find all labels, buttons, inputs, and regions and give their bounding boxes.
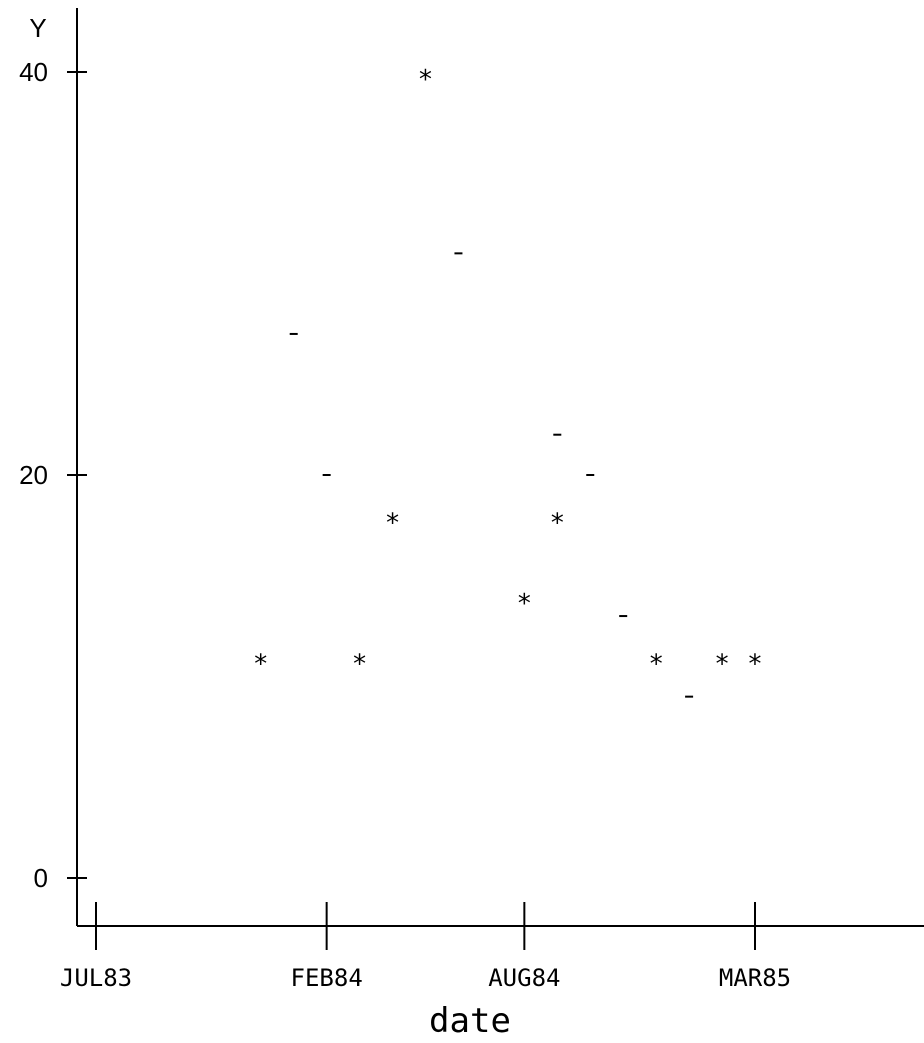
x-tick-label: MAR85 bbox=[719, 964, 791, 992]
data-point-star: * bbox=[517, 589, 533, 619]
y-tick-label: 20 bbox=[19, 460, 48, 490]
x-tick-label: FEB84 bbox=[291, 964, 363, 992]
data-point-star: * bbox=[418, 65, 434, 95]
y-axis-ticks: 0 20 40 bbox=[19, 57, 87, 893]
y-tick-label: 40 bbox=[19, 57, 48, 87]
x-tick-label: AUG84 bbox=[488, 964, 560, 992]
x-axis-ticks: JUL83 FEB84 AUG84 MAR85 bbox=[60, 902, 791, 992]
y-tick-label: 0 bbox=[34, 863, 48, 893]
x-axis-label: date bbox=[429, 1001, 511, 1041]
data-point-star: * bbox=[747, 649, 763, 679]
data-point-star: * bbox=[352, 649, 368, 679]
data-point-star: * bbox=[549, 508, 565, 538]
data-points: * * * * * * * * * bbox=[253, 65, 763, 698]
data-point-star: * bbox=[648, 649, 664, 679]
x-tick-label: JUL83 bbox=[60, 964, 132, 992]
y-axis-label: Y bbox=[29, 13, 46, 43]
data-point-star: * bbox=[714, 649, 730, 679]
data-point-star: * bbox=[253, 649, 269, 679]
data-point-star: * bbox=[385, 508, 401, 538]
